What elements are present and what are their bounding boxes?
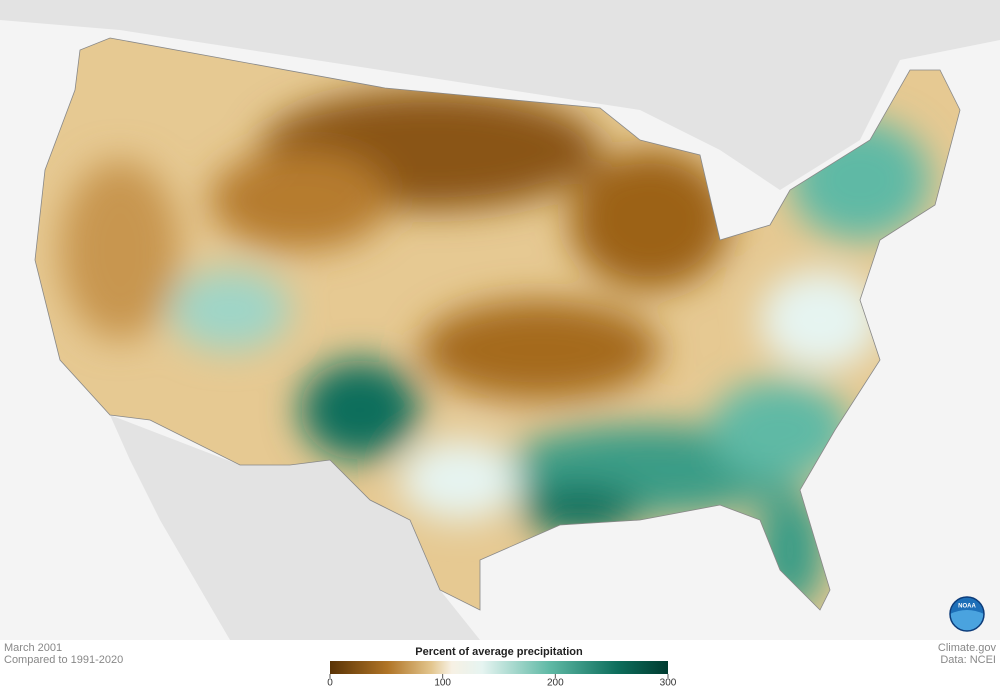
map-date: March 2001 bbox=[4, 642, 62, 654]
credit-data: Data: NCEI bbox=[940, 654, 996, 666]
tick-label: 300 bbox=[660, 678, 677, 689]
legend-title: Percent of average precipitation bbox=[415, 646, 583, 658]
credit-source: Climate.gov bbox=[938, 642, 997, 654]
colorbar bbox=[330, 661, 668, 674]
tick-label: 200 bbox=[547, 678, 564, 689]
legend-ticks: 0 100 200 300 bbox=[327, 674, 677, 689]
canada bbox=[0, 0, 1000, 190]
mexico bbox=[110, 415, 480, 640]
logo-label: NOAA bbox=[958, 604, 976, 610]
tick-label: 100 bbox=[434, 678, 451, 689]
tick-label: 0 bbox=[327, 678, 333, 689]
map-baseline: Compared to 1991-2020 bbox=[4, 654, 123, 666]
noaa-logo: NOAA bbox=[949, 596, 985, 632]
